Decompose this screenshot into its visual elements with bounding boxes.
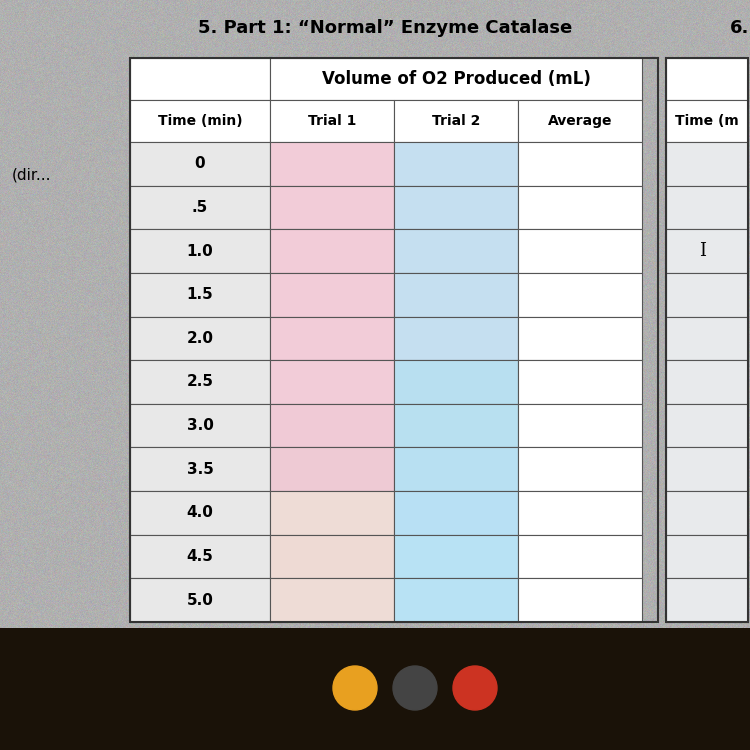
- Bar: [394, 142, 518, 186]
- Circle shape: [393, 666, 437, 710]
- Bar: [666, 535, 748, 578]
- Bar: [666, 316, 748, 360]
- Bar: [394, 316, 518, 360]
- Bar: [394, 230, 518, 273]
- Text: 5. Part 1: “Normal” Enzyme Catalase: 5. Part 1: “Normal” Enzyme Catalase: [198, 19, 572, 37]
- Text: 4.0: 4.0: [187, 506, 214, 520]
- Bar: [130, 491, 270, 535]
- Bar: [394, 360, 518, 404]
- Bar: [666, 58, 748, 100]
- Bar: [518, 448, 642, 491]
- Text: 2.0: 2.0: [187, 331, 214, 346]
- Bar: [0, 628, 750, 750]
- Bar: [270, 230, 394, 273]
- Text: .5: .5: [192, 200, 208, 215]
- Bar: [270, 142, 394, 186]
- Bar: [394, 273, 518, 316]
- Text: 3.0: 3.0: [187, 419, 214, 434]
- Bar: [270, 535, 394, 578]
- Bar: [666, 186, 748, 230]
- Text: Trial 2: Trial 2: [432, 114, 480, 128]
- Bar: [666, 404, 748, 448]
- Text: 3.5: 3.5: [187, 462, 214, 477]
- Bar: [130, 360, 270, 404]
- Bar: [518, 535, 642, 578]
- Text: Average: Average: [548, 114, 612, 128]
- Bar: [394, 491, 518, 535]
- Bar: [666, 448, 748, 491]
- Text: Time (min): Time (min): [158, 114, 242, 128]
- Bar: [666, 491, 748, 535]
- Bar: [130, 58, 270, 100]
- Bar: [130, 100, 270, 142]
- Bar: [666, 100, 748, 142]
- Bar: [130, 578, 270, 622]
- Bar: [394, 100, 518, 142]
- Bar: [518, 230, 642, 273]
- Bar: [130, 186, 270, 230]
- Bar: [270, 316, 394, 360]
- Bar: [270, 360, 394, 404]
- Bar: [270, 578, 394, 622]
- Bar: [130, 273, 270, 316]
- Bar: [394, 186, 518, 230]
- Text: 2.5: 2.5: [187, 374, 214, 389]
- Bar: [518, 404, 642, 448]
- Circle shape: [333, 666, 377, 710]
- Bar: [518, 100, 642, 142]
- Text: 4.5: 4.5: [187, 549, 214, 564]
- Bar: [270, 273, 394, 316]
- Bar: [518, 578, 642, 622]
- Bar: [518, 273, 642, 316]
- Bar: [270, 491, 394, 535]
- Text: 6.: 6.: [730, 19, 749, 37]
- Text: I: I: [700, 242, 706, 260]
- Text: 0: 0: [195, 156, 206, 171]
- Bar: [666, 360, 748, 404]
- Bar: [394, 535, 518, 578]
- Text: Time (m: Time (m: [675, 114, 739, 128]
- Bar: [666, 273, 748, 316]
- Bar: [666, 578, 748, 622]
- Bar: [130, 448, 270, 491]
- Bar: [666, 142, 748, 186]
- Bar: [270, 100, 394, 142]
- Text: 1.0: 1.0: [187, 244, 213, 259]
- Bar: [666, 230, 748, 273]
- Bar: [130, 535, 270, 578]
- Bar: [130, 230, 270, 273]
- Bar: [394, 404, 518, 448]
- Bar: [270, 58, 642, 100]
- Bar: [130, 142, 270, 186]
- Bar: [130, 316, 270, 360]
- Text: Volume of O2 Produced (mL): Volume of O2 Produced (mL): [322, 70, 590, 88]
- Bar: [518, 491, 642, 535]
- Bar: [394, 578, 518, 622]
- Bar: [518, 186, 642, 230]
- Bar: [130, 58, 658, 622]
- Text: Trial 1: Trial 1: [308, 114, 356, 128]
- Text: 1.5: 1.5: [187, 287, 213, 302]
- Bar: [270, 404, 394, 448]
- Circle shape: [453, 666, 497, 710]
- Bar: [270, 448, 394, 491]
- Bar: [394, 448, 518, 491]
- Bar: [130, 404, 270, 448]
- Bar: [518, 142, 642, 186]
- Bar: [518, 316, 642, 360]
- Text: 5.0: 5.0: [187, 592, 214, 608]
- Text: (dir...: (dir...: [12, 167, 52, 182]
- Bar: [666, 58, 748, 622]
- Bar: [270, 186, 394, 230]
- Bar: [518, 360, 642, 404]
